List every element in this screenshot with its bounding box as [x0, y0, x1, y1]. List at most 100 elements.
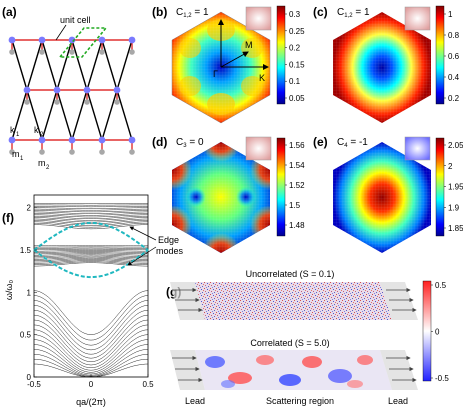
colorbar-e [436, 138, 444, 236]
colorbar-tick-label: 0.3 [289, 10, 301, 19]
panel-b: (b) C1,2 = 1 Γ M K 0.30.250.20.150.10.05 [152, 5, 305, 127]
panel-a: (a) unit cell k 1 k 2 m 1 m 2 [2, 5, 135, 171]
mass-m2-node [69, 149, 75, 155]
panel-c: (c) C1,2 = 1 1 0.8 0.6 0.4 0.2 [313, 5, 460, 123]
mass-m2-node [39, 49, 45, 55]
colorbar-tick-label: 0.6 [448, 52, 460, 61]
gamma-point-label: Γ [213, 69, 218, 79]
mass-m1-node [114, 87, 121, 94]
m-point-label: M [245, 40, 253, 50]
y-tick-label: 0.5 [20, 331, 32, 340]
panel-b-label: (b) [152, 5, 167, 19]
y-axis-label: ω/ω₀ [4, 280, 14, 301]
mass-m2-node [99, 49, 105, 55]
svg-text:2: 2 [46, 165, 50, 171]
uncorrelated-title: Uncorrelated (S = 0.1) [246, 269, 335, 279]
unit-cell-outline [60, 28, 106, 57]
colorbar-tick-label: 0 [435, 328, 440, 337]
inset-d [246, 137, 271, 160]
colorbar-tick-label: -0.5 [435, 374, 449, 383]
lead-right-label: Lead [388, 396, 408, 406]
colorbar-tick-label: 1.95 [448, 183, 463, 192]
mass-m1-node [99, 37, 106, 44]
svg-text:1: 1 [20, 156, 24, 162]
mass-m1-node [99, 137, 106, 144]
x-axis-label: qa/(2π) [76, 397, 106, 407]
unit-cell-pointer [56, 25, 66, 40]
colorbar-tick-label: 0.5 [435, 281, 447, 290]
y-tick-label: 2 [27, 204, 32, 213]
colorbar-tick-label: 2.05 [448, 141, 463, 150]
lattice-diagram [9, 37, 136, 155]
colorbar-tick-label: 0.8 [448, 31, 460, 40]
panel-e-chern: C4 = -1 [337, 137, 368, 149]
colorbar-tick-label: 0.2 [289, 44, 301, 53]
colorbar-d-ticks: 1.56 1.54 1.52 1.5 1.48 [285, 141, 305, 230]
mass-m2-node [114, 99, 120, 105]
x-tick-label: -0.5 [27, 380, 41, 389]
panel-g: (g) Uncorrelated (S = 0.1) Correlated (S… [166, 269, 449, 406]
panel-c-chern: C1,2 = 1 [337, 7, 370, 19]
svg-text:1: 1 [16, 132, 20, 138]
mass-m1-node [39, 37, 46, 44]
colorbar-d [277, 138, 285, 236]
scattering-region-label: Scattering region [266, 396, 334, 406]
svg-text:m: m [38, 158, 46, 168]
colorbar-tick-label: 1.52 [289, 181, 305, 190]
mass-m1-node [9, 137, 16, 144]
mass-m1-node [24, 87, 31, 94]
y-tick-label: 1.5 [20, 246, 32, 255]
panel-b-chern: C1,2 = 1 [176, 7, 209, 19]
colorbar-tick-label: 0.1 [289, 77, 301, 86]
mass-m1-node [129, 37, 136, 44]
mass-m2-node [84, 99, 90, 105]
panel-c-label: (c) [313, 5, 328, 19]
mass-m2-node [9, 49, 15, 55]
colorbar-tick-label: 0.05 [289, 94, 305, 103]
colorbar-tick-label: 2 [448, 162, 453, 171]
colorbar-tick-label: 0.4 [448, 73, 460, 82]
mass-m2-node [129, 149, 135, 155]
colorbar-c [436, 6, 444, 104]
mass-m1-node [129, 137, 136, 144]
svg-text:m: m [12, 149, 20, 159]
panel-f-label: (f) [2, 211, 14, 225]
mass-m2-node [39, 149, 45, 155]
colorbar-tick-label: 1.54 [289, 161, 305, 170]
svg-text:k: k [10, 125, 15, 135]
colorbar-tick-label: 1 [448, 10, 453, 19]
mass-m1-node [9, 37, 16, 44]
colorbar-tick-label: 1.48 [289, 221, 305, 230]
colorbar-b [277, 6, 285, 104]
colorbar-tick-label: 1.9 [448, 203, 460, 212]
m2-label: m 2 [38, 158, 50, 171]
mass-m1-node [69, 137, 76, 144]
mass-m2-node [69, 49, 75, 55]
colorbar-tick-label: 0.2 [448, 94, 460, 103]
mass-m2-node [99, 149, 105, 155]
inset-b [246, 7, 271, 30]
x-tick-label: 0.5 [142, 380, 154, 389]
mass-m1-node [54, 87, 61, 94]
colorbar-tick-label: 1.85 [448, 224, 463, 233]
x-tick-label: 0 [89, 380, 94, 389]
mass-m1-node [84, 87, 91, 94]
colorbar-tick-label: 0.15 [289, 60, 305, 69]
colorbar-tick-label: 1.5 [289, 201, 301, 210]
m1-label: m 1 [12, 149, 24, 162]
y-tick-label: 1 [27, 288, 32, 297]
inset-e [405, 137, 430, 160]
inset-c [405, 7, 430, 30]
mass-m2-node [129, 49, 135, 55]
colorbar-tick-label: 1.56 [289, 141, 305, 150]
panel-e: (e) C4 = -1 2.05 2 1.95 1.9 1.85 [313, 135, 463, 253]
scattering-correlated [195, 350, 392, 390]
correlated-title: Correlated (S = 5.0) [250, 338, 329, 348]
edge-modes-label-line1: Edge [158, 235, 179, 245]
panel-e-label: (e) [313, 135, 328, 149]
colorbar-b-ticks: 0.30.250.20.150.10.05 [285, 10, 305, 103]
unit-cell-label: unit cell [60, 15, 91, 25]
k-point-label: K [259, 73, 265, 83]
mass-m2-node [54, 99, 60, 105]
